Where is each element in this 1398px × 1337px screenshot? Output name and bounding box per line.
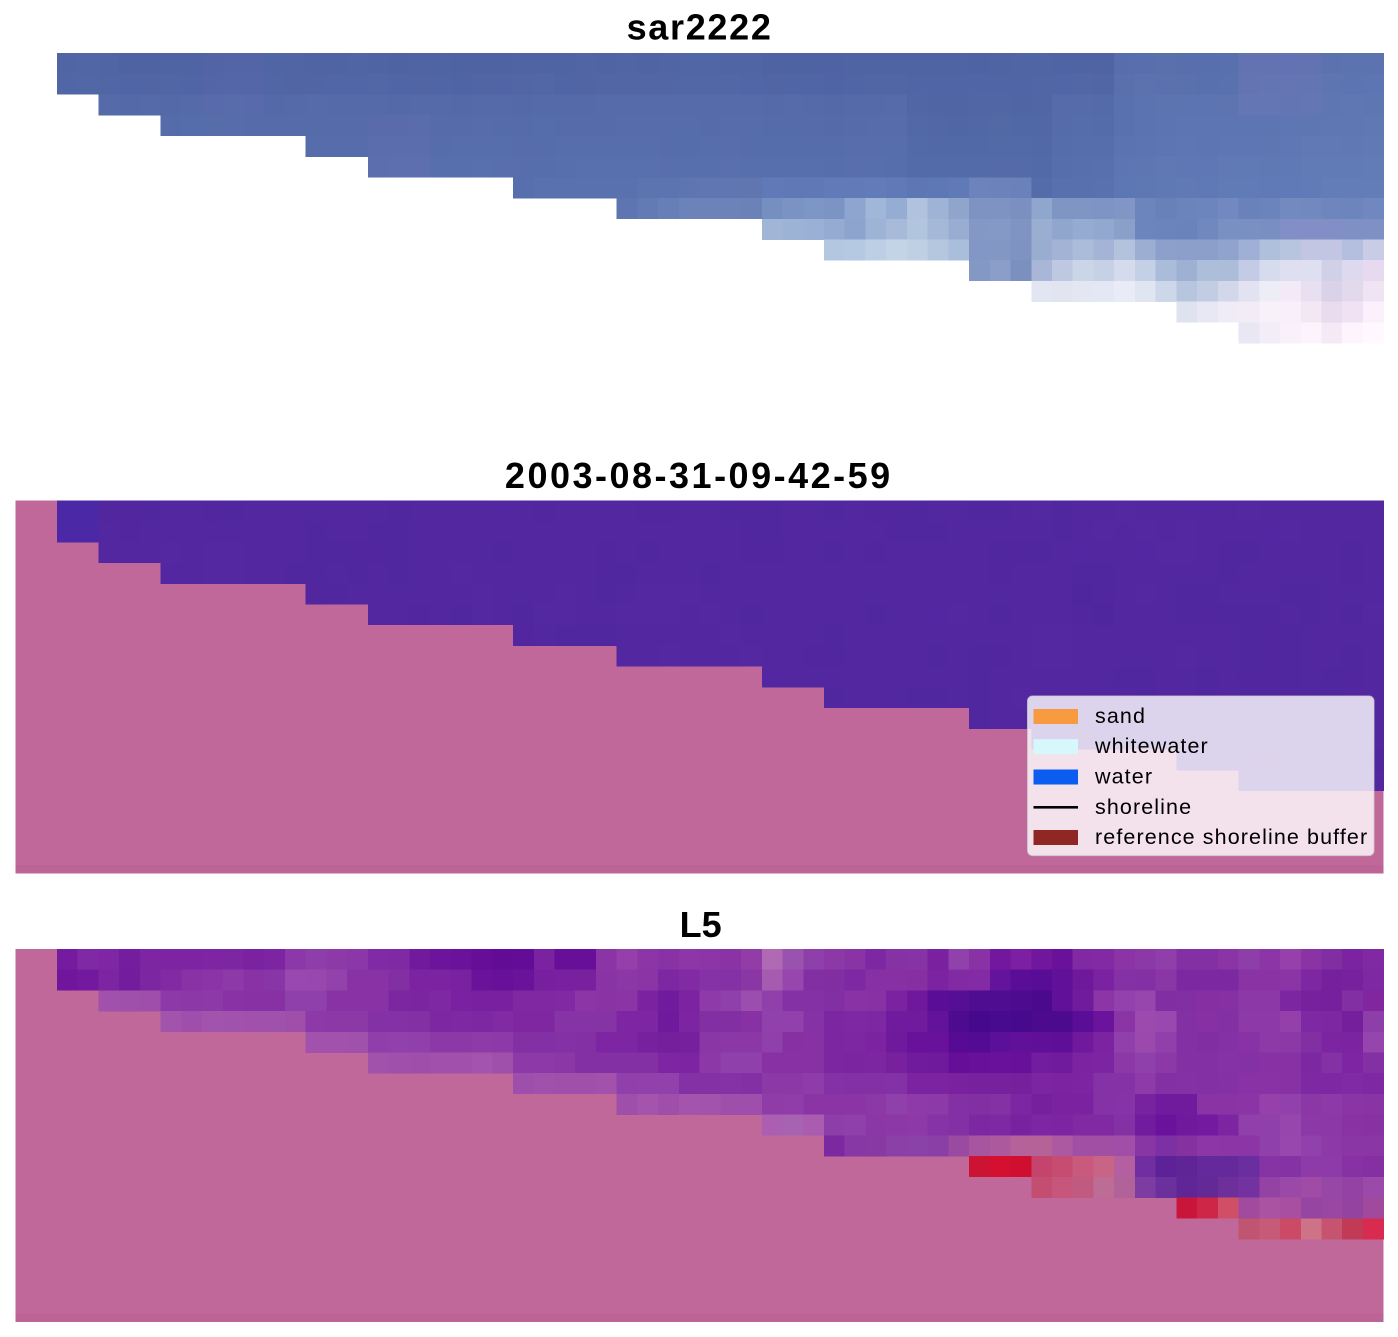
- svg-text:2003-08-31-09-42-59: 2003-08-31-09-42-59: [505, 455, 893, 496]
- svg-text:reference shoreline buffer: reference shoreline buffer: [1095, 825, 1368, 849]
- svg-text:whitewater: whitewater: [1094, 734, 1209, 758]
- svg-text:L5: L5: [680, 904, 722, 945]
- svg-text:sar2222: sar2222: [627, 7, 773, 48]
- svg-text:water: water: [1094, 765, 1153, 789]
- svg-text:shoreline: shoreline: [1095, 795, 1192, 819]
- svg-text:sand: sand: [1095, 704, 1146, 728]
